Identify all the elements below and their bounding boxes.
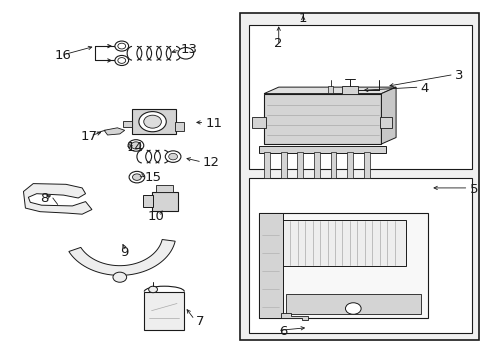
Text: 3: 3: [454, 69, 462, 82]
Polygon shape: [23, 184, 92, 214]
Text: 7: 7: [195, 315, 203, 328]
Bar: [144, 292, 184, 330]
Bar: [342, 86, 357, 94]
Text: 4: 4: [420, 82, 428, 95]
Bar: [264, 152, 269, 178]
Polygon shape: [104, 128, 124, 135]
Text: 12: 12: [203, 156, 220, 169]
Bar: [251, 117, 265, 128]
Bar: [297, 152, 303, 178]
Text: 2: 2: [274, 37, 283, 50]
Text: 13: 13: [181, 43, 198, 56]
Text: 6: 6: [278, 325, 286, 338]
Bar: [346, 152, 352, 178]
Circle shape: [132, 174, 141, 180]
Text: 10: 10: [148, 210, 164, 222]
Text: 15: 15: [144, 171, 161, 184]
Polygon shape: [281, 313, 307, 320]
Polygon shape: [264, 87, 395, 94]
Circle shape: [128, 140, 143, 151]
Bar: [264, 94, 381, 144]
Polygon shape: [69, 239, 175, 275]
Text: 5: 5: [468, 183, 477, 195]
Circle shape: [131, 142, 141, 149]
Bar: [151, 192, 178, 211]
Text: 1: 1: [298, 12, 307, 25]
Text: 8: 8: [40, 192, 48, 205]
Bar: [363, 152, 369, 178]
Bar: [259, 146, 386, 153]
Circle shape: [118, 43, 125, 49]
Circle shape: [113, 272, 126, 282]
Bar: [327, 86, 333, 93]
Bar: [379, 117, 391, 128]
Text: 9: 9: [120, 246, 129, 259]
Circle shape: [178, 48, 193, 59]
Circle shape: [115, 41, 128, 51]
Bar: [249, 25, 471, 169]
Circle shape: [345, 303, 360, 314]
Bar: [313, 152, 319, 178]
Circle shape: [115, 55, 128, 66]
Bar: [156, 185, 173, 192]
Bar: [123, 121, 132, 127]
Circle shape: [139, 112, 166, 132]
Circle shape: [129, 171, 144, 183]
Bar: [249, 178, 471, 333]
Text: 11: 11: [205, 117, 222, 130]
Circle shape: [148, 286, 157, 293]
Text: 17: 17: [81, 130, 98, 143]
Text: 16: 16: [54, 49, 71, 62]
Bar: [264, 220, 405, 266]
Bar: [175, 122, 183, 131]
Bar: [285, 294, 420, 314]
Circle shape: [165, 151, 181, 162]
Bar: [259, 213, 427, 318]
Polygon shape: [381, 87, 395, 144]
Bar: [142, 195, 152, 207]
Bar: [330, 152, 336, 178]
Circle shape: [143, 115, 161, 128]
Bar: [259, 213, 282, 318]
Bar: [239, 13, 478, 340]
Bar: [239, 13, 478, 340]
Bar: [132, 109, 176, 134]
Text: 14: 14: [126, 141, 143, 154]
Circle shape: [118, 58, 125, 63]
Circle shape: [168, 153, 177, 160]
Bar: [280, 152, 286, 178]
